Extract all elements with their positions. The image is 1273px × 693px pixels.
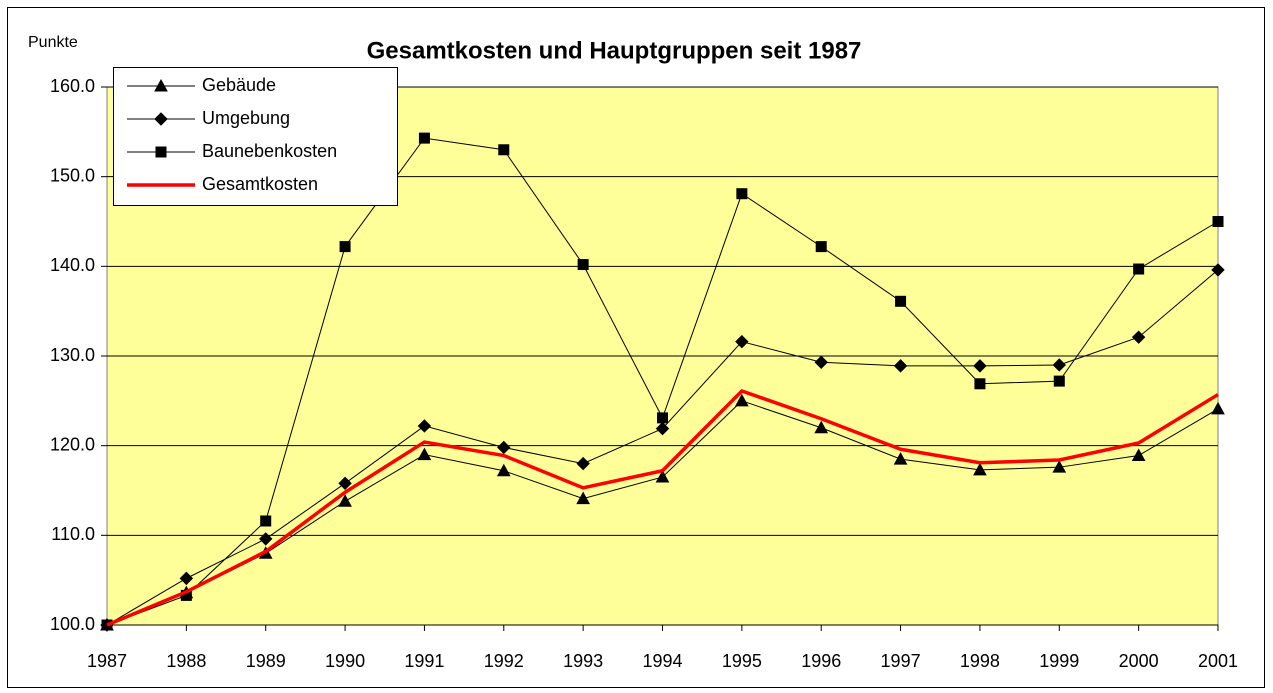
marker — [815, 241, 827, 253]
y-tick-label: 100.0 — [50, 614, 95, 634]
marker — [179, 571, 194, 586]
series-line — [106, 388, 1219, 627]
marker — [1131, 448, 1146, 462]
x-tick-label: 2000 — [1119, 651, 1159, 671]
marker — [339, 241, 351, 253]
marker — [1052, 358, 1066, 372]
y-axis-label: Punkte — [28, 34, 78, 51]
marker — [577, 259, 589, 271]
marker — [498, 144, 510, 156]
y-tick-label: 120.0 — [50, 434, 95, 454]
marker — [1133, 263, 1145, 275]
marker — [1053, 375, 1065, 387]
marker — [1211, 263, 1225, 277]
marker — [338, 476, 352, 491]
marker — [1052, 460, 1067, 473]
marker — [735, 393, 749, 407]
marker — [973, 359, 987, 373]
y-tick-label: 140.0 — [50, 255, 95, 275]
marker — [657, 412, 668, 424]
marker — [1212, 216, 1224, 227]
x-tick-label: 1988 — [166, 651, 206, 671]
marker — [814, 355, 828, 369]
marker — [155, 146, 167, 158]
marker — [576, 456, 590, 471]
x-tick-label: 1993 — [563, 651, 603, 671]
marker — [496, 463, 511, 477]
marker — [655, 421, 670, 436]
marker — [974, 378, 986, 390]
x-tick-label: 1989 — [246, 651, 286, 671]
x-tick-label: 1999 — [1039, 651, 1079, 671]
marker — [973, 462, 987, 476]
y-tick-label: 150.0 — [50, 165, 95, 185]
marker — [1211, 401, 1225, 415]
marker — [1131, 330, 1146, 344]
legend-label: Baunebenkosten — [202, 141, 337, 161]
x-tick-label: 1996 — [801, 651, 841, 671]
marker — [735, 334, 749, 349]
x-tick-label: 1990 — [325, 651, 365, 671]
legend-label: Gesamtkosten — [202, 174, 318, 194]
marker — [259, 532, 273, 546]
marker — [736, 188, 748, 200]
x-tick-label: 1987 — [87, 651, 127, 671]
marker — [417, 447, 432, 461]
marker — [497, 440, 511, 455]
legend-label: Umgebung — [202, 108, 290, 128]
x-tick-label: 1994 — [642, 651, 682, 671]
x-tick-label: 1991 — [404, 651, 444, 671]
marker — [895, 295, 907, 307]
marker — [893, 359, 908, 373]
y-tick-label: 160.0 — [50, 76, 95, 96]
y-tick-label: 130.0 — [50, 345, 95, 365]
x-tick-label: 1997 — [881, 651, 921, 671]
legend-label: Gebäude — [202, 75, 276, 95]
x-tick-label: 1998 — [960, 651, 1000, 671]
marker — [893, 452, 908, 465]
marker — [417, 419, 432, 433]
marker — [154, 112, 168, 126]
marker — [260, 515, 272, 527]
marker — [154, 78, 168, 92]
marker — [418, 132, 430, 144]
marker — [338, 494, 352, 507]
x-tick-label: 2001 — [1198, 651, 1238, 671]
chart-title: Gesamtkosten und Hauptgruppen seit 1987 — [367, 37, 862, 64]
marker — [576, 491, 590, 505]
x-tick-label: 1992 — [484, 651, 524, 671]
marker — [814, 420, 829, 434]
y-tick-label: 110.0 — [51, 524, 95, 544]
marker — [655, 470, 670, 483]
x-tick-label: 1995 — [722, 651, 762, 671]
